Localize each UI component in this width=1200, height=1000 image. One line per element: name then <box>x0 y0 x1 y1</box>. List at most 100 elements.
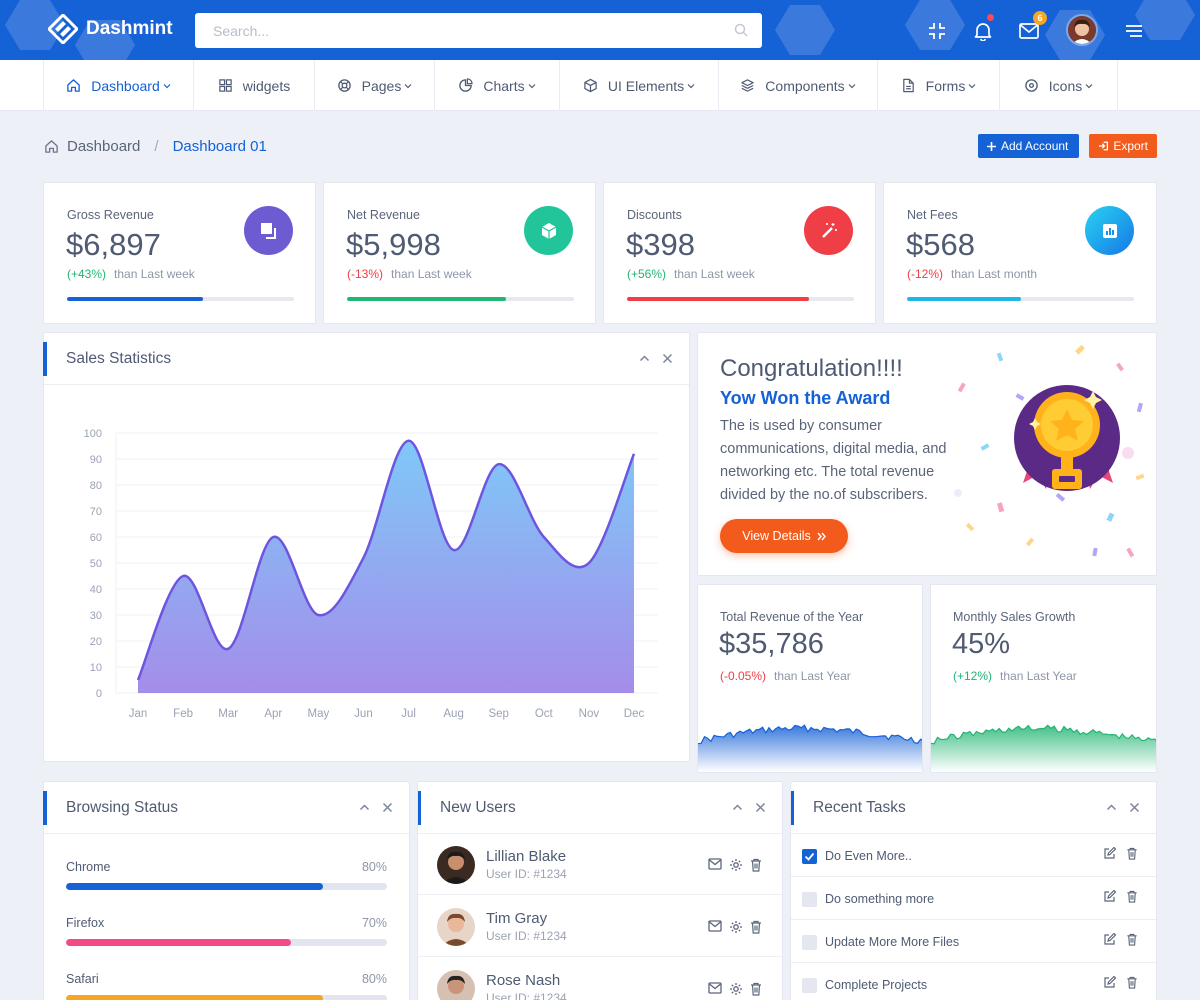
x-tick-label: Jun <box>354 708 373 720</box>
collapse-chevron-up-icon[interactable] <box>1106 802 1117 813</box>
view-details-button[interactable]: View Details <box>720 519 848 553</box>
notifications-button[interactable] <box>966 14 1000 48</box>
browser-progress-fill <box>66 883 323 890</box>
stat-change: (+56%) than Last week <box>627 267 755 281</box>
task-checkbox[interactable] <box>802 849 817 864</box>
user-id: User ID: #1234 <box>486 867 567 881</box>
nav-item-icons[interactable]: Icons <box>1000 60 1118 111</box>
close-icon[interactable] <box>1129 802 1140 813</box>
trash-icon[interactable] <box>1126 976 1138 989</box>
browser-progress-bar <box>66 883 387 890</box>
user-avatar <box>437 970 475 1000</box>
user-avatar[interactable] <box>1066 14 1098 46</box>
panel-controls <box>732 802 766 813</box>
main-navigation: Dashboard widgets Pages Charts UI Elements Co… <box>0 60 1200 111</box>
close-icon[interactable] <box>755 802 766 813</box>
brand[interactable]: Dashmint <box>48 14 173 44</box>
gear-icon[interactable] <box>729 858 743 872</box>
add-account-button[interactable]: Add Account <box>978 134 1079 158</box>
x-tick-label: Feb <box>173 708 193 720</box>
close-icon[interactable] <box>382 802 393 813</box>
breadcrumb-separator: / <box>154 138 159 155</box>
user-name[interactable]: Lillian Blake <box>486 848 567 865</box>
file-icon <box>902 78 914 93</box>
user-row[interactable]: Rose Nash User ID: #1234 <box>418 958 782 1000</box>
stat-change-period: than Last week <box>114 267 195 281</box>
nav-item-components[interactable]: Components <box>719 60 878 111</box>
breadcrumb-root[interactable]: Dashboard <box>67 138 141 155</box>
panel-title: New Users <box>440 799 516 816</box>
panel-controls <box>639 353 673 364</box>
export-label: Export <box>1113 139 1148 153</box>
stat-change-percent: (+43%) <box>67 267 107 281</box>
task-actions <box>1103 890 1138 903</box>
nav-item-pages[interactable]: Pages <box>315 60 435 111</box>
series-line <box>136 439 636 681</box>
trash-icon[interactable] <box>1126 890 1138 903</box>
user-name[interactable]: Rose Nash <box>486 972 561 989</box>
stat-card-discounts: Discounts $398 (+56%) than Last week <box>603 182 876 324</box>
fullscreen-exit-button[interactable] <box>920 14 954 48</box>
collapse-chevron-up-icon[interactable] <box>359 802 370 813</box>
user-name[interactable]: Tim Gray <box>486 910 548 927</box>
edit-icon[interactable] <box>1103 890 1116 903</box>
chevron-down-icon <box>163 83 171 88</box>
collapse-chevron-up-icon[interactable] <box>639 353 650 364</box>
task-checkbox[interactable] <box>802 892 817 907</box>
trash-icon[interactable] <box>750 920 762 934</box>
task-text: Do something more <box>825 892 935 906</box>
stat-change-percent: (-13%) <box>347 267 384 281</box>
edit-icon[interactable] <box>1103 933 1116 946</box>
stat-progress-fill <box>67 297 204 301</box>
task-checkbox[interactable] <box>802 935 817 950</box>
user-row[interactable]: Lillian Blake User ID: #1234 <box>418 834 782 895</box>
nav-item-dashboard[interactable]: Dashboard <box>44 60 194 111</box>
stat-value: $6,897 <box>66 227 161 262</box>
export-button[interactable]: Export <box>1089 134 1157 158</box>
trash-icon[interactable] <box>1126 847 1138 860</box>
close-icon[interactable] <box>662 353 673 364</box>
nav-item-charts[interactable]: Charts <box>435 60 560 111</box>
nav-item-forms[interactable]: Forms <box>878 60 1000 111</box>
x-tick-label: Jul <box>401 708 416 720</box>
search-input[interactable]: Search... <box>195 13 762 48</box>
magic-wand-icon <box>821 222 837 238</box>
edit-icon[interactable] <box>1103 976 1116 989</box>
nav-item-widgets[interactable]: widgets <box>194 60 315 111</box>
trash-icon[interactable] <box>750 982 762 996</box>
mail-icon[interactable] <box>708 920 722 932</box>
gear-icon[interactable] <box>729 982 743 996</box>
y-tick-label: 40 <box>90 584 102 596</box>
task-text: Complete Projects <box>825 978 928 992</box>
gear-icon[interactable] <box>729 920 743 934</box>
browser-percent: 80% <box>361 972 387 986</box>
mail-icon[interactable] <box>708 858 722 870</box>
nav-item-ui-elements[interactable]: UI Elements <box>560 60 719 111</box>
trash-icon[interactable] <box>1126 933 1138 946</box>
task-actions <box>1103 847 1138 860</box>
mail-icon[interactable] <box>708 982 722 994</box>
copy-icon <box>260 222 276 239</box>
panel-title: Recent Tasks <box>813 799 906 816</box>
user-actions <box>708 982 762 996</box>
chart-axes: 0 10 20 30 40 50 60 70 80 90 100 Jan Feb Mar Apr May Jun… <box>84 428 645 720</box>
chart-area <box>136 439 636 693</box>
collapse-chevron-up-icon[interactable] <box>732 802 743 813</box>
menu-toggle-button[interactable] <box>1117 14 1151 48</box>
trash-icon[interactable] <box>750 858 762 872</box>
nav-list: Dashboard widgets Pages Charts UI Elements Co… <box>43 60 1118 111</box>
breadcrumb: Dashboard / Dashboard 01 <box>44 138 267 155</box>
y-tick-label: 70 <box>90 506 102 518</box>
mini-change: (+12%) than Last Year <box>953 669 1077 683</box>
edit-icon[interactable] <box>1103 847 1116 860</box>
home-icon <box>45 140 58 153</box>
lifebuoy-icon <box>337 79 351 92</box>
y-tick-label: 90 <box>90 454 102 466</box>
task-row: Complete Projects <box>791 963 1156 1000</box>
task-checkbox[interactable] <box>802 978 817 993</box>
user-row[interactable]: Tim Gray User ID: #1234 <box>418 896 782 957</box>
search-icon[interactable] <box>734 23 748 37</box>
sales-statistics-panel: Sales Statistics 0 10 20 30 40 50 60 70 80 90 100 J… <box>43 332 690 762</box>
task-row: Update More More Files <box>791 920 1156 963</box>
messages-button[interactable]: 6 <box>1012 11 1047 48</box>
